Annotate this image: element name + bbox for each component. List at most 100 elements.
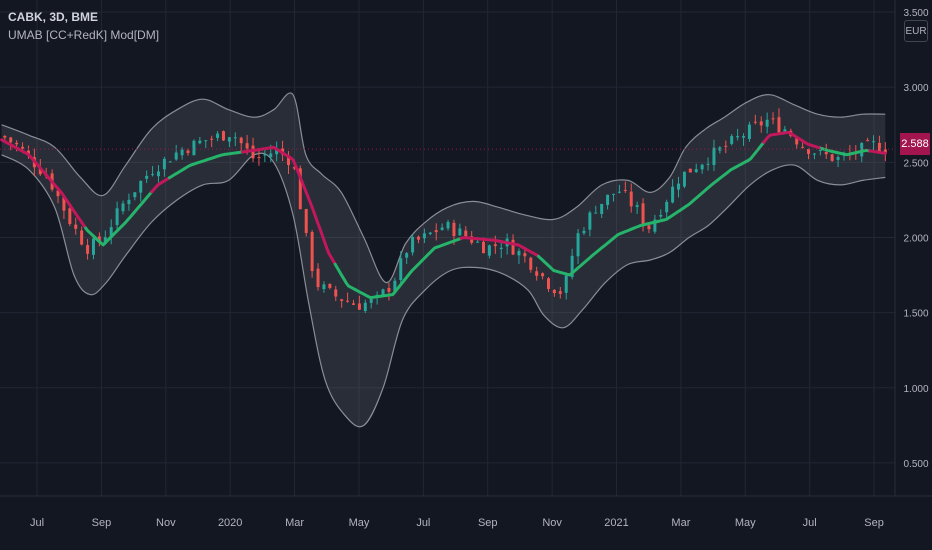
candle-body: [68, 208, 72, 224]
candle-body: [351, 303, 355, 305]
candle-body: [440, 227, 444, 230]
ma-segment-up: [84, 190, 154, 247]
indicator-title[interactable]: UMAB [CC+RedK] Mod[DM]: [8, 28, 160, 42]
candle-body: [139, 181, 143, 193]
candle-body: [180, 149, 184, 156]
price-tick-label: 0.500: [903, 459, 928, 470]
candle-body: [269, 153, 273, 158]
candle-body: [623, 189, 627, 191]
candle-body: [62, 197, 66, 211]
candle-body: [812, 153, 816, 155]
candle-body: [399, 258, 403, 281]
candle-body: [552, 289, 556, 294]
candle-body: [641, 203, 645, 227]
candle-body: [753, 121, 757, 123]
candle-body: [535, 271, 539, 276]
candle-body: [724, 145, 728, 147]
candle-body: [818, 149, 822, 151]
candle-body: [9, 137, 13, 143]
candle-body: [860, 143, 864, 157]
price-axis[interactable]: 0.500 1.000 1.500 2.000 2.500 3.000 3.500: [894, 0, 929, 496]
candle-body: [606, 194, 610, 206]
symbol-title[interactable]: CABK, 3D, BME: [8, 10, 99, 24]
candle-body: [310, 232, 314, 272]
candle-body: [594, 212, 598, 214]
candle-body: [115, 208, 119, 225]
candle-body: [759, 121, 763, 126]
candle-body: [617, 191, 621, 193]
candle-body: [204, 140, 208, 142]
time-axis[interactable]: Jul Sep Nov 2020 Mar May Jul Sep Nov 2021 Mar May Ju…: [0, 495, 932, 529]
candle-body: [369, 298, 373, 303]
candle-body: [529, 257, 533, 270]
candle-body: [547, 278, 551, 289]
candle-body: [263, 154, 267, 156]
time-tick-label: Nov: [542, 517, 562, 529]
candle-body: [824, 151, 828, 155]
candle-body: [588, 212, 592, 230]
candle-body: [109, 227, 113, 236]
candle-body: [156, 171, 160, 177]
candle-body: [866, 140, 870, 142]
candle-body: [162, 158, 166, 170]
candle-body: [682, 171, 686, 187]
candle-body: [653, 219, 657, 232]
candle-body: [292, 167, 296, 169]
candle-body: [659, 214, 663, 217]
candle-body: [198, 140, 202, 144]
candle-body: [381, 289, 385, 296]
candle-body: [671, 186, 675, 203]
price-tick-label: 1.000: [903, 384, 928, 395]
candle-body: [771, 118, 775, 120]
candle-body: [801, 146, 805, 148]
ma-segment-down: [240, 145, 337, 266]
time-tick-label: 2020: [218, 517, 242, 529]
ma-segment-down: [459, 236, 540, 258]
time-tick-label: Nov: [156, 517, 176, 529]
price-tick-label: 2.000: [903, 233, 928, 244]
candle-body: [836, 156, 840, 160]
candle-body: [493, 244, 497, 247]
price-tick-label: 1.500: [903, 309, 928, 320]
candle-body: [97, 236, 101, 243]
candle-body: [600, 203, 604, 214]
candle-body: [192, 140, 196, 156]
candle-body: [541, 273, 545, 277]
candle-body: [434, 230, 438, 233]
candle-body: [718, 147, 722, 151]
candle-body: [233, 137, 237, 139]
candle-body: [564, 275, 568, 293]
candle-body: [452, 222, 456, 237]
candle-body: [334, 289, 338, 297]
ma-segment-up: [819, 146, 872, 157]
candle-body: [216, 133, 220, 138]
candle-body: [877, 142, 881, 152]
price-tick-label: 3.000: [903, 83, 928, 94]
lower-band-line: [1, 152, 886, 428]
candle-body: [481, 241, 485, 254]
candle-body: [304, 209, 308, 233]
time-tick-label: Jul: [803, 517, 817, 529]
candle-body: [807, 149, 811, 154]
time-tick-label: May: [349, 517, 370, 529]
candle-body: [245, 143, 249, 149]
candle-body: [127, 199, 131, 205]
upper-band-line: [1, 92, 886, 284]
candle-body: [795, 138, 799, 145]
candle-body: [458, 228, 462, 236]
candle-body: [26, 150, 30, 155]
candle-body: [174, 152, 178, 160]
candle-body: [239, 137, 243, 144]
candle-body: [133, 192, 137, 198]
candle-body: [499, 247, 503, 250]
candle-body: [688, 168, 692, 173]
last-price-label: 2.588: [900, 133, 930, 155]
currency-button[interactable]: EUR: [904, 20, 928, 42]
candle-body: [511, 239, 515, 255]
candle-body: [340, 299, 344, 301]
candlestick-series: [3, 108, 887, 314]
candle-body: [103, 237, 107, 244]
band-fill: [1, 92, 886, 427]
